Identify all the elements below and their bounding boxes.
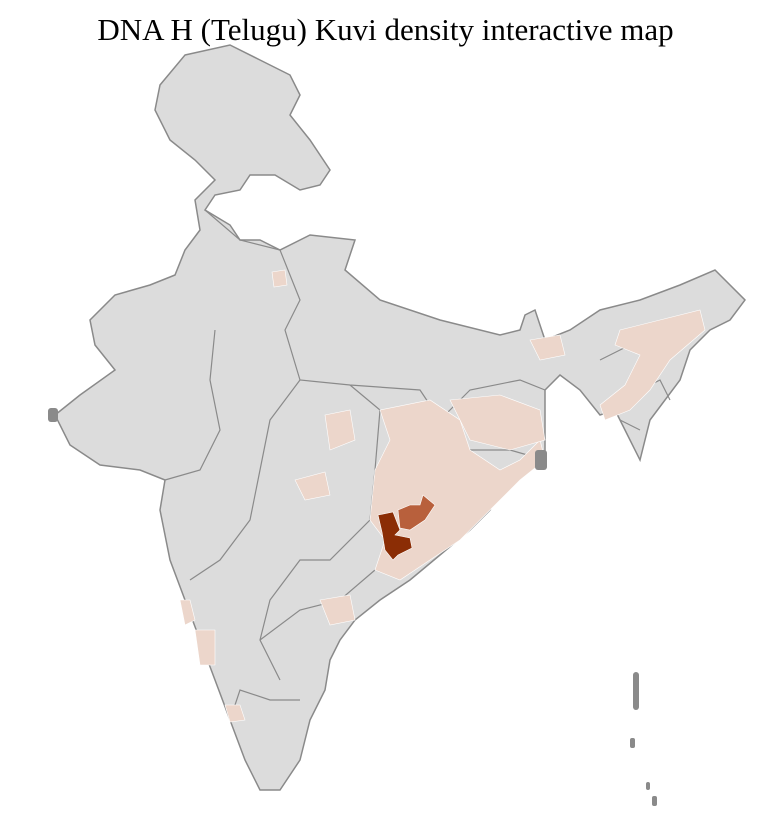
district-low-density[interactable] — [369, 399, 546, 581]
district-low-density[interactable] — [324, 409, 356, 451]
state-border-line — [259, 384, 381, 681]
map-title: DNA H (Telugu) Kuvi density interactive … — [97, 12, 674, 47]
district-high-density[interactable] — [377, 511, 413, 561]
district-low-density[interactable] — [599, 309, 706, 421]
district-low-density[interactable] — [224, 704, 246, 723]
low-density-districts — [179, 269, 706, 723]
district-low-density[interactable] — [529, 334, 566, 361]
andaman-nicobar-islands — [48, 408, 657, 806]
district-low-density[interactable] — [271, 269, 288, 288]
state-border-line — [259, 569, 376, 641]
state-border-line — [164, 329, 221, 481]
state-border-line — [189, 379, 301, 581]
district-low-density[interactable] — [319, 594, 356, 626]
district-low-density[interactable] — [194, 629, 216, 666]
district-low-density[interactable] — [179, 599, 196, 626]
district-medium-density[interactable] — [397, 494, 436, 531]
district-low-density[interactable] — [449, 394, 546, 451]
state-border-line — [204, 209, 441, 421]
district-low-density[interactable] — [294, 471, 331, 501]
